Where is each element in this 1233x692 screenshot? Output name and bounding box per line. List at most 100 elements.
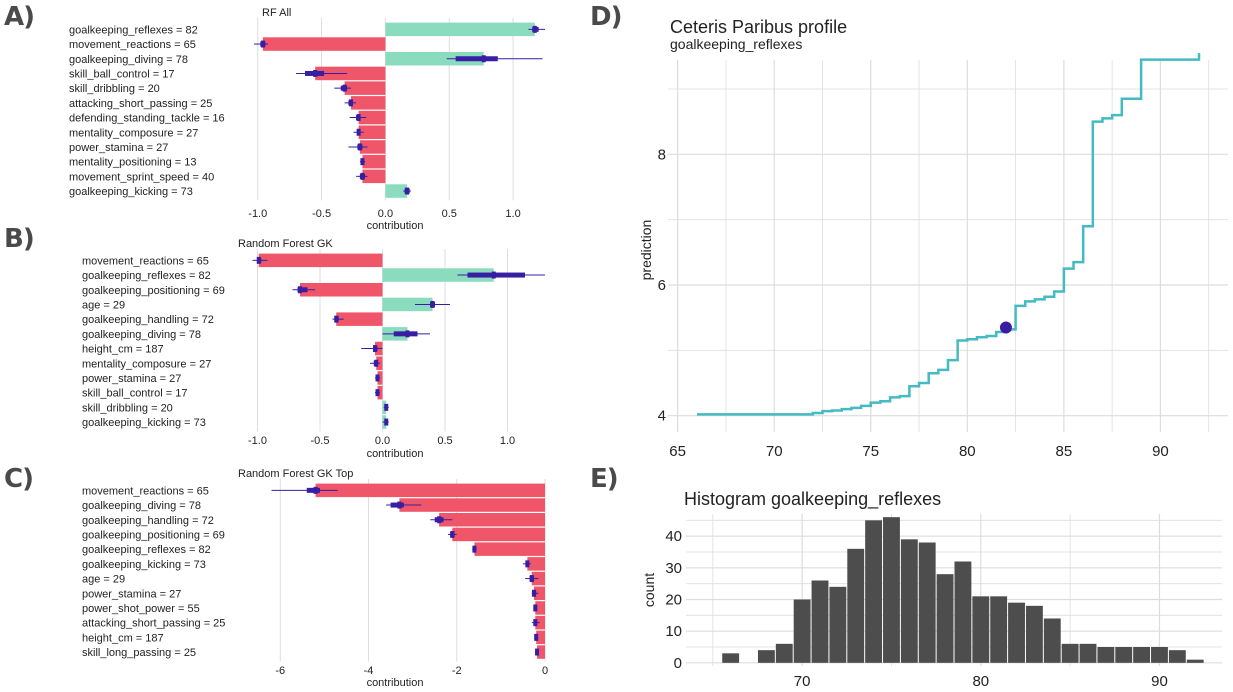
x-tick-b-4: 1.0 bbox=[500, 435, 515, 447]
bar-c-5 bbox=[527, 557, 545, 571]
d-x-tick-5: 90 bbox=[1152, 443, 1169, 460]
x-tick-a-0: -1.0 bbox=[248, 208, 267, 220]
bar-c-4 bbox=[474, 542, 545, 556]
e-y-tick-3: 30 bbox=[665, 560, 682, 577]
bar-b-1 bbox=[382, 268, 494, 282]
row-label-c-8: power_shot_power = 55 bbox=[82, 603, 200, 615]
hist-bar-9 bbox=[883, 517, 900, 663]
median-mark-b-4 bbox=[334, 315, 339, 323]
hist-bar-0 bbox=[722, 653, 740, 663]
row-label-a-5: attacking_short_passing = 25 bbox=[69, 98, 212, 110]
e-x-tick-2: 90 bbox=[1151, 673, 1168, 690]
chart-title-a: RF All bbox=[262, 7, 291, 19]
x-tick-a-3: 0.5 bbox=[442, 208, 457, 220]
x-axis-label-a: contribution bbox=[367, 220, 424, 232]
bar-a-0 bbox=[385, 22, 535, 37]
chart-title-b: Random Forest GK bbox=[238, 238, 333, 250]
row-label-c-5: goalkeeping_kicking = 73 bbox=[82, 559, 206, 571]
median-mark-a-3 bbox=[313, 69, 318, 77]
row-label-a-8: power_stamina = 27 bbox=[69, 142, 168, 154]
row-label-b-0: movement_reactions = 65 bbox=[82, 255, 209, 267]
x-tick-c-3: 0 bbox=[542, 665, 548, 677]
x-tick-a-4: 1.0 bbox=[505, 208, 520, 220]
median-mark-b-2 bbox=[298, 286, 302, 294]
row-label-c-4: goalkeeping_reflexes = 82 bbox=[82, 544, 211, 556]
median-mark-c-10 bbox=[534, 633, 539, 641]
median-mark-a-5 bbox=[348, 99, 353, 107]
e-y-tick-0: 0 bbox=[674, 655, 682, 672]
median-mark-c-0 bbox=[313, 486, 318, 494]
row-label-b-11: goalkeeping_kicking = 73 bbox=[82, 417, 206, 429]
hist-bar-23 bbox=[1133, 647, 1151, 663]
median-mark-a-7 bbox=[356, 128, 361, 136]
bar-c-11 bbox=[537, 645, 545, 659]
hist-bar-16 bbox=[1008, 602, 1025, 663]
x-tick-b-1: -0.5 bbox=[311, 435, 330, 447]
bar-b-0 bbox=[258, 253, 383, 268]
bar-b-2 bbox=[300, 283, 383, 297]
x-tick-c-2: -2 bbox=[452, 665, 462, 677]
median-mark-c-7 bbox=[531, 589, 536, 597]
median-mark-b-6 bbox=[373, 345, 377, 353]
bar-c-9 bbox=[535, 615, 545, 630]
median-mark-c-9 bbox=[533, 619, 538, 627]
hist-bar-5 bbox=[811, 580, 829, 663]
median-mark-a-10 bbox=[360, 172, 365, 180]
bar-a-5 bbox=[350, 96, 386, 110]
d-x-tick-1: 70 bbox=[766, 443, 783, 460]
median-mark-a-6 bbox=[356, 114, 361, 122]
hist-bar-19 bbox=[1061, 643, 1079, 663]
median-mark-a-1 bbox=[260, 40, 265, 48]
row-label-c-9: attacking_short_passing = 25 bbox=[82, 618, 225, 630]
d-x-tick-3: 80 bbox=[959, 443, 976, 460]
interval-box-b-1 bbox=[467, 272, 525, 278]
bar-b-4 bbox=[336, 312, 383, 326]
row-label-a-6: defending_standing_tackle = 16 bbox=[69, 113, 225, 125]
row-label-c-11: skill_long_passing = 25 bbox=[82, 647, 196, 659]
hist-bar-18 bbox=[1043, 618, 1061, 663]
median-mark-a-0 bbox=[532, 25, 537, 33]
e-x-tick-0: 70 bbox=[794, 673, 811, 690]
row-label-c-1: goalkeeping_diving = 78 bbox=[82, 500, 201, 512]
row-label-c-10: height_cm = 187 bbox=[82, 632, 164, 644]
bar-a-1 bbox=[262, 37, 386, 51]
e-x-tick-1: 80 bbox=[972, 673, 989, 690]
median-mark-c-3 bbox=[450, 530, 455, 538]
bar-c-7 bbox=[533, 586, 545, 600]
x-axis-label-b: contribution bbox=[367, 448, 424, 460]
panel-label-b: B) bbox=[4, 224, 35, 254]
d-x-tick-2: 75 bbox=[862, 443, 879, 460]
d-y-tick-2: 8 bbox=[658, 146, 666, 163]
median-mark-b-11 bbox=[384, 418, 389, 426]
row-label-b-1: goalkeeping_reflexes = 82 bbox=[82, 270, 211, 282]
hist-bar-13 bbox=[954, 561, 972, 663]
hist-bar-26 bbox=[1186, 659, 1204, 663]
e-y-tick-1: 10 bbox=[665, 623, 682, 640]
row-label-b-5: goalkeeping_diving = 78 bbox=[82, 329, 201, 341]
hist-bar-14 bbox=[972, 596, 990, 663]
row-label-b-3: age = 29 bbox=[82, 299, 125, 311]
chart-title-e: Histogram goalkeeping_reflexes bbox=[684, 489, 941, 510]
bar-b-3 bbox=[382, 297, 433, 312]
median-mark-c-5 bbox=[525, 560, 530, 568]
panel-label-a: A) bbox=[4, 2, 35, 32]
bar-c-3 bbox=[452, 527, 545, 542]
median-mark-b-5 bbox=[405, 330, 410, 338]
bar-a-2 bbox=[385, 52, 484, 66]
chart-subtitle-d: goalkeeping_reflexes bbox=[670, 36, 802, 52]
median-mark-c-4 bbox=[472, 545, 477, 553]
row-label-c-7: power_stamina = 27 bbox=[82, 588, 181, 600]
profile-line bbox=[696, 53, 1201, 416]
hist-bar-12 bbox=[936, 574, 954, 663]
hist-bar-22 bbox=[1115, 647, 1133, 663]
d-y-tick-0: 4 bbox=[658, 408, 666, 425]
median-mark-a-9 bbox=[360, 158, 365, 166]
row-label-a-2: goalkeeping_diving = 78 bbox=[69, 54, 188, 66]
median-mark-b-1 bbox=[491, 271, 496, 279]
x-tick-c-1: -4 bbox=[364, 665, 374, 677]
row-label-b-10: skill_dribbling = 20 bbox=[82, 402, 173, 414]
bar-a-7 bbox=[358, 125, 386, 139]
bar-c-0 bbox=[315, 483, 545, 498]
interval-box-c-1 bbox=[390, 502, 404, 508]
median-mark-b-7 bbox=[374, 359, 379, 367]
